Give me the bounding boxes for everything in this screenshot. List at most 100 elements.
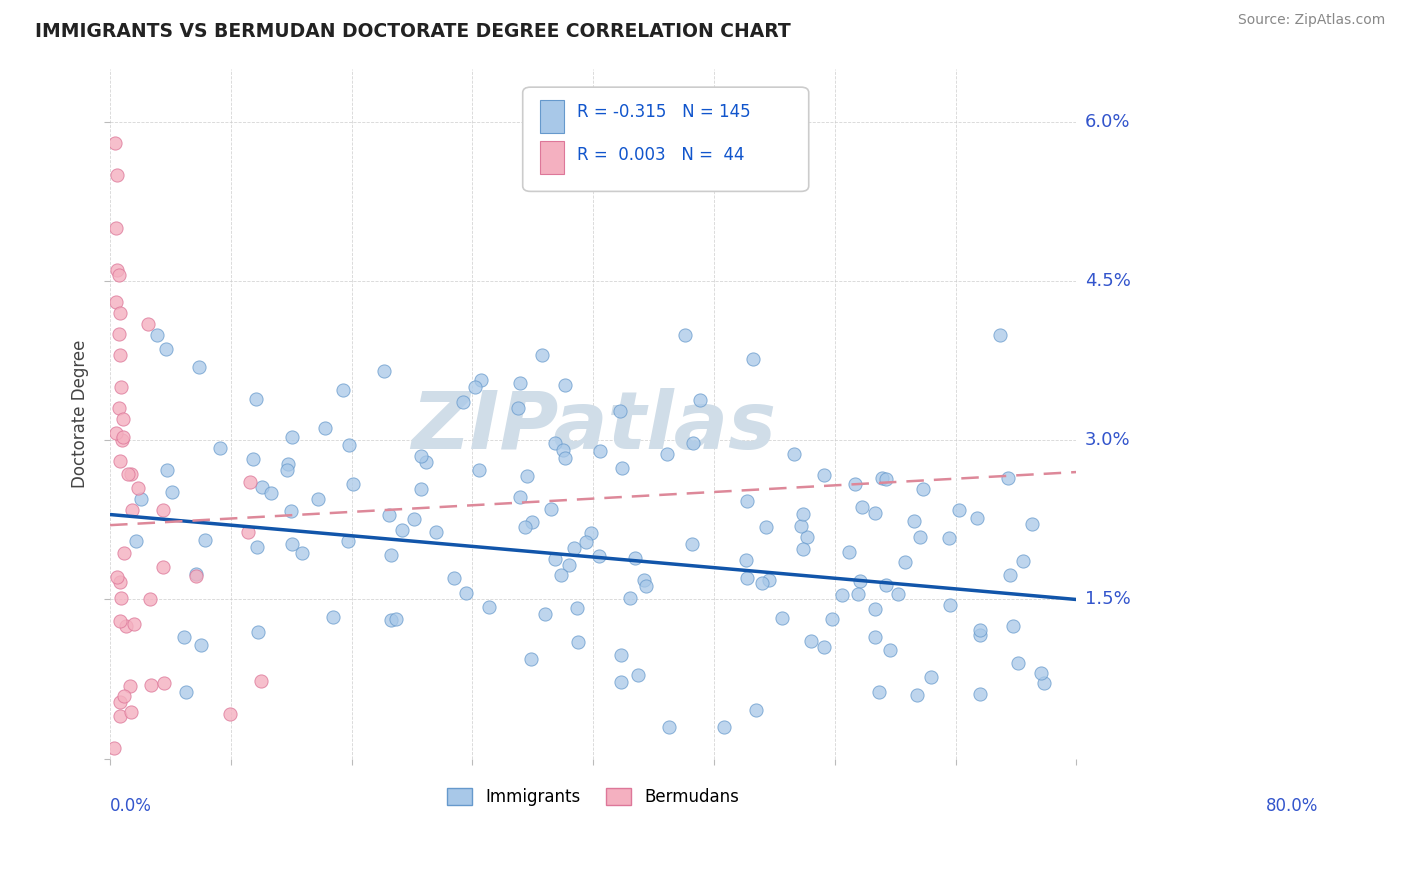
Point xyxy=(184,567,207,582)
Point xyxy=(120,467,142,482)
Point xyxy=(1021,517,1043,532)
Point xyxy=(239,475,262,490)
Point xyxy=(610,461,633,475)
Point xyxy=(633,573,655,587)
Text: 80.0%: 80.0% xyxy=(1265,797,1317,814)
Point xyxy=(373,363,395,377)
Point xyxy=(276,463,298,477)
Text: R = -0.315   N = 145: R = -0.315 N = 145 xyxy=(576,103,751,121)
Point xyxy=(851,500,873,515)
Point xyxy=(875,578,897,592)
FancyBboxPatch shape xyxy=(540,100,564,133)
Point xyxy=(155,342,177,356)
Point xyxy=(912,482,935,496)
Point xyxy=(121,503,143,517)
Point xyxy=(105,295,128,310)
Point xyxy=(905,688,928,702)
Point xyxy=(544,436,567,450)
Text: 0.0%: 0.0% xyxy=(110,797,152,814)
Point xyxy=(579,526,602,541)
Point xyxy=(127,481,149,495)
Point xyxy=(112,412,135,426)
Point xyxy=(534,607,557,621)
Point xyxy=(1032,676,1054,690)
Point xyxy=(173,630,195,644)
Point xyxy=(277,457,299,471)
Point xyxy=(624,551,647,566)
Point xyxy=(682,435,704,450)
Point xyxy=(322,610,344,624)
Point xyxy=(734,553,756,567)
Point xyxy=(470,374,492,388)
Point xyxy=(821,612,844,626)
Point xyxy=(844,477,866,491)
Point xyxy=(575,535,598,549)
Point xyxy=(865,506,887,520)
Point xyxy=(477,599,499,614)
Point xyxy=(875,472,897,486)
Point xyxy=(920,670,942,684)
Point xyxy=(737,571,759,585)
Point xyxy=(848,574,870,589)
Point xyxy=(870,470,893,484)
Point xyxy=(969,687,991,701)
Point xyxy=(245,392,267,407)
Point xyxy=(508,401,530,416)
Point xyxy=(745,703,768,717)
Point xyxy=(108,306,131,320)
Text: ZIPatlas: ZIPatlas xyxy=(411,388,776,467)
Text: IMMIGRANTS VS BERMUDAN DOCTORATE DEGREE CORRELATION CHART: IMMIGRANTS VS BERMUDAN DOCTORATE DEGREE … xyxy=(35,22,792,41)
Point xyxy=(281,537,304,551)
Point xyxy=(110,380,132,394)
Point xyxy=(152,560,174,574)
Point xyxy=(250,480,273,494)
Point xyxy=(209,441,232,455)
Point xyxy=(107,326,129,341)
Point xyxy=(108,709,131,723)
Point xyxy=(219,706,242,721)
Point xyxy=(103,741,125,756)
Point xyxy=(846,587,869,601)
Point xyxy=(402,512,425,526)
Point xyxy=(391,523,413,537)
Point xyxy=(112,690,135,704)
Point xyxy=(194,533,217,547)
Point xyxy=(938,598,960,612)
Point xyxy=(658,720,681,734)
Point xyxy=(609,675,631,690)
Point xyxy=(112,546,135,560)
Point xyxy=(110,591,132,605)
Point xyxy=(554,450,576,465)
Point xyxy=(378,508,401,523)
Point xyxy=(863,630,886,644)
Point xyxy=(138,318,160,332)
Point xyxy=(800,633,823,648)
Point xyxy=(242,451,264,466)
Point xyxy=(831,588,853,602)
Point xyxy=(105,426,128,441)
Point xyxy=(540,502,562,516)
Point xyxy=(456,586,478,600)
Point xyxy=(105,263,128,277)
Point xyxy=(969,628,991,642)
Point xyxy=(337,438,360,452)
Point xyxy=(520,652,543,666)
Point xyxy=(755,520,778,534)
Point xyxy=(610,648,633,662)
Point xyxy=(160,485,183,500)
Point xyxy=(544,551,567,566)
Point xyxy=(966,510,988,524)
Point xyxy=(107,401,129,416)
Point xyxy=(236,525,259,540)
Point xyxy=(735,494,758,508)
Point xyxy=(139,592,162,607)
Point xyxy=(110,614,132,628)
Point xyxy=(1007,656,1029,670)
Point xyxy=(567,635,589,649)
Point xyxy=(110,453,132,467)
Point xyxy=(838,545,860,559)
Point xyxy=(609,404,631,418)
Point xyxy=(655,447,678,461)
Y-axis label: Doctorate Degree: Doctorate Degree xyxy=(72,340,89,488)
Point xyxy=(1002,618,1025,632)
